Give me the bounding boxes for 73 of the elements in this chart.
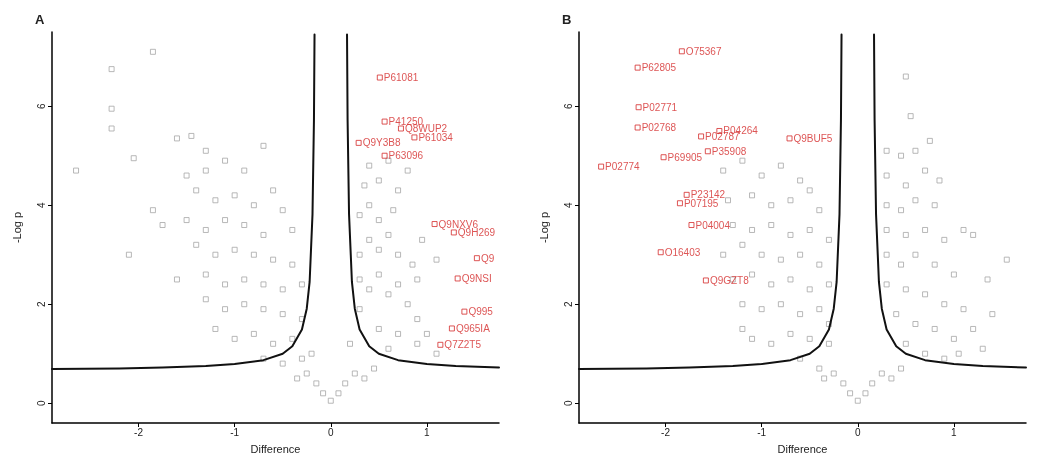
data-label: P61034 (418, 131, 454, 143)
data-label: O75367 (685, 45, 722, 57)
data-label: P02774 (605, 161, 641, 173)
chart-title: A (35, 12, 45, 27)
point (634, 124, 641, 131)
point (411, 134, 418, 141)
y-tick-label: 4 (35, 202, 47, 209)
line-series (346, 33, 500, 369)
point (376, 74, 383, 81)
point (702, 277, 709, 284)
point (397, 125, 404, 132)
y-tick-label: 4 (562, 202, 574, 209)
point (355, 139, 362, 146)
point (454, 275, 461, 282)
x-tick-label: 0 (854, 426, 861, 438)
data-label: P04004 (695, 219, 731, 231)
data-label: Q9BUF5 (793, 132, 833, 144)
y-tick-label: 2 (35, 301, 47, 307)
y-tick-label: 6 (562, 103, 574, 110)
data-label: Q9 (480, 252, 495, 264)
x-tick-label: -1 (757, 426, 767, 438)
point (448, 325, 455, 332)
point (473, 255, 480, 262)
point (598, 163, 605, 170)
y-tick-label: 2 (562, 301, 574, 307)
point (437, 341, 444, 348)
x-tick-label: -2 (134, 426, 144, 438)
data-label: Q965IA (455, 322, 491, 334)
x-tick-label: 0 (327, 426, 334, 438)
x-tick-label: 1 (424, 426, 431, 438)
point (676, 200, 683, 207)
point (431, 221, 438, 228)
y-tick-label: 0 (562, 399, 574, 406)
x-tick-label: -1 (230, 426, 240, 438)
x-axis-title: Difference (250, 442, 301, 455)
point (786, 135, 793, 142)
point (461, 308, 468, 315)
point (381, 152, 388, 159)
x-tick-label: 1 (951, 426, 958, 438)
point (657, 249, 664, 256)
point (704, 148, 711, 155)
x-axis-title: Difference (777, 442, 828, 455)
point (678, 48, 685, 55)
point (688, 222, 695, 229)
y-axis-title: -Log p (537, 211, 550, 244)
x-tick-label: -2 (661, 426, 671, 438)
point (683, 191, 690, 198)
data-label: O16403 (664, 246, 701, 258)
data-label: Q9NSI (461, 272, 492, 284)
data-label: P02768 (641, 122, 677, 134)
data-label: Q995 (468, 306, 494, 318)
point (660, 154, 667, 161)
data-label: Q9Y3B8 (362, 137, 401, 149)
data-label: P35908 (711, 145, 747, 157)
chart-title: B (562, 12, 572, 27)
line-series (51, 33, 316, 371)
y-tick-label: 0 (35, 399, 47, 406)
data-label: Q7Z2T5 (444, 339, 482, 351)
point (698, 133, 705, 140)
data-label: P61081 (383, 72, 419, 84)
point (635, 104, 642, 111)
data-label: Q9NXV6 (438, 218, 479, 230)
data-label: P69905 (667, 151, 703, 163)
data-label: Q9GZT8 (709, 274, 750, 286)
data-label: P62805 (641, 62, 677, 74)
point (634, 64, 641, 71)
point (381, 118, 388, 125)
data-label: P02771 (642, 101, 678, 113)
line-series (578, 33, 843, 371)
y-tick-label: 6 (35, 103, 47, 110)
data-label: P63096 (388, 150, 424, 162)
line-series (873, 33, 1027, 369)
y-axis-title: -Log p (10, 211, 23, 244)
